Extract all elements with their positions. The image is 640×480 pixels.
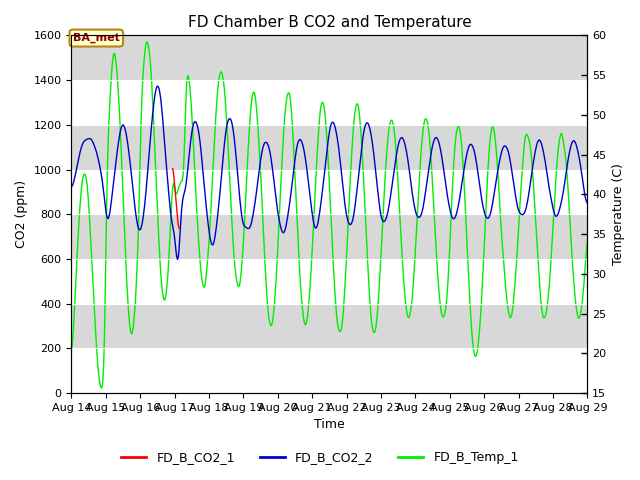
Y-axis label: Temperature (C): Temperature (C)	[612, 163, 625, 265]
Legend: FD_B_CO2_1, FD_B_CO2_2, FD_B_Temp_1: FD_B_CO2_1, FD_B_CO2_2, FD_B_Temp_1	[116, 446, 524, 469]
Title: FD Chamber B CO2 and Temperature: FD Chamber B CO2 and Temperature	[188, 15, 471, 30]
X-axis label: Time: Time	[314, 419, 345, 432]
Bar	[72, 348, 588, 393]
Text: BA_met: BA_met	[73, 33, 120, 43]
Bar	[72, 259, 588, 304]
Bar	[72, 169, 588, 214]
Y-axis label: CO2 (ppm): CO2 (ppm)	[15, 180, 28, 248]
Bar	[72, 80, 588, 125]
